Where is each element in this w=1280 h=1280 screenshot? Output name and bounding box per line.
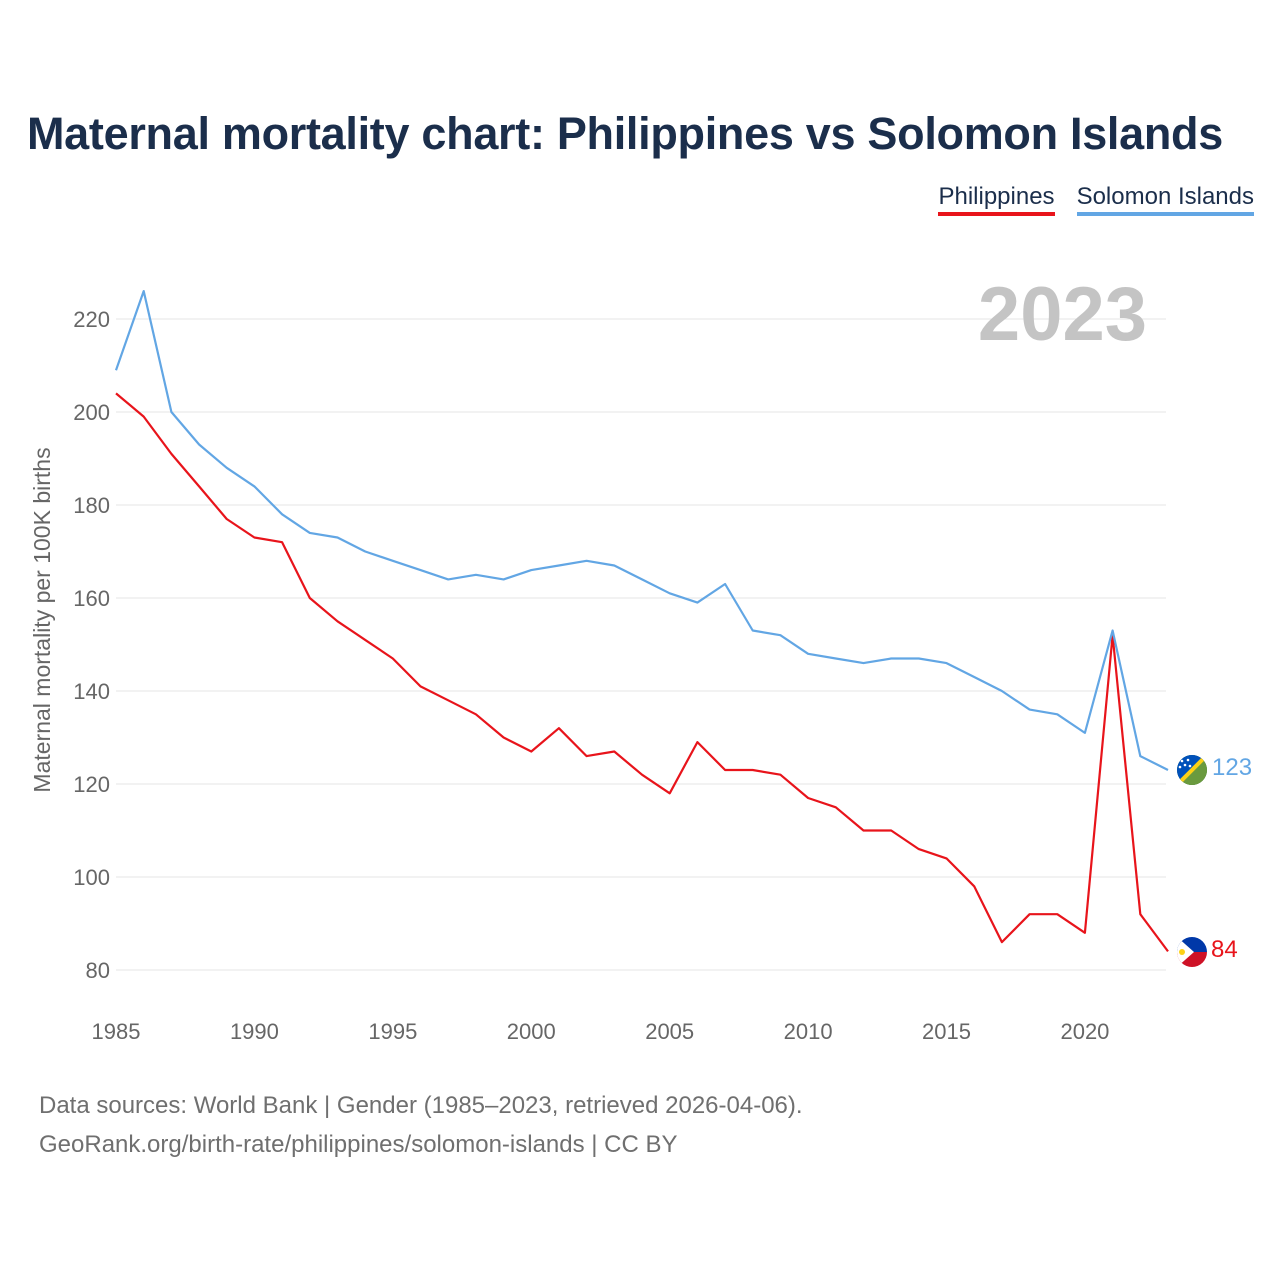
x-tick-label-2020: 2020 (1060, 1019, 1109, 1044)
x-tick-label-2005: 2005 (645, 1019, 694, 1044)
legend: Philippines Solomon Islands (938, 183, 1254, 216)
philippines-flag-icon (1177, 937, 1207, 967)
x-axis-ticks: 1985 1990 1995 2000 2005 2010 2015 2020 (92, 1019, 1110, 1044)
x-tick-label-1995: 1995 (368, 1019, 417, 1044)
y-axis-ticks: 80 100 120 140 160 180 200 220 (73, 307, 110, 983)
end-label-solomon-islands: 123 (1212, 754, 1252, 781)
x-tick-label-2015: 2015 (922, 1019, 971, 1044)
x-tick-label-2010: 2010 (784, 1019, 833, 1044)
y-axis-label: Maternal mortality per 100K births (29, 447, 55, 792)
y-tick-label-160: 160 (73, 586, 110, 611)
source-url-text[interactable]: GeoRank.org/birth-rate/philippines/solom… (39, 1131, 678, 1158)
series-line-solomon-islands (114, 290, 1169, 771)
year-label: 2023 (978, 272, 1147, 357)
x-tick-label-1990: 1990 (230, 1019, 279, 1044)
grid-lines (116, 318, 1166, 971)
end-label-philippines: 84 (1211, 936, 1238, 963)
legend-item-solomon-islands[interactable]: Solomon Islands (1076, 183, 1254, 216)
y-tick-label-100: 100 (73, 865, 110, 890)
footer: Data sources: World Bank | Gender (1985–… (39, 1086, 803, 1164)
series-line-philippines (115, 392, 1169, 953)
y-tick-label-180: 180 (73, 493, 110, 518)
y-tick-label-220: 220 (73, 307, 110, 332)
series-lines (114, 290, 1169, 953)
y-tick-label-120: 120 (73, 772, 110, 797)
y-tick-label-200: 200 (73, 400, 110, 425)
solomon-islands-flag-icon (1177, 755, 1207, 785)
y-tick-label-140: 140 (73, 679, 110, 704)
data-source-text: Data sources: World Bank | Gender (1985–… (39, 1092, 803, 1119)
x-tick-label-1985: 1985 (92, 1019, 141, 1044)
x-tick-label-2000: 2000 (507, 1019, 556, 1044)
chart-title: Maternal mortality chart: Philippines vs… (27, 108, 1223, 159)
y-tick-label-80: 80 (86, 958, 110, 983)
legend-item-philippines[interactable]: Philippines (938, 183, 1055, 216)
